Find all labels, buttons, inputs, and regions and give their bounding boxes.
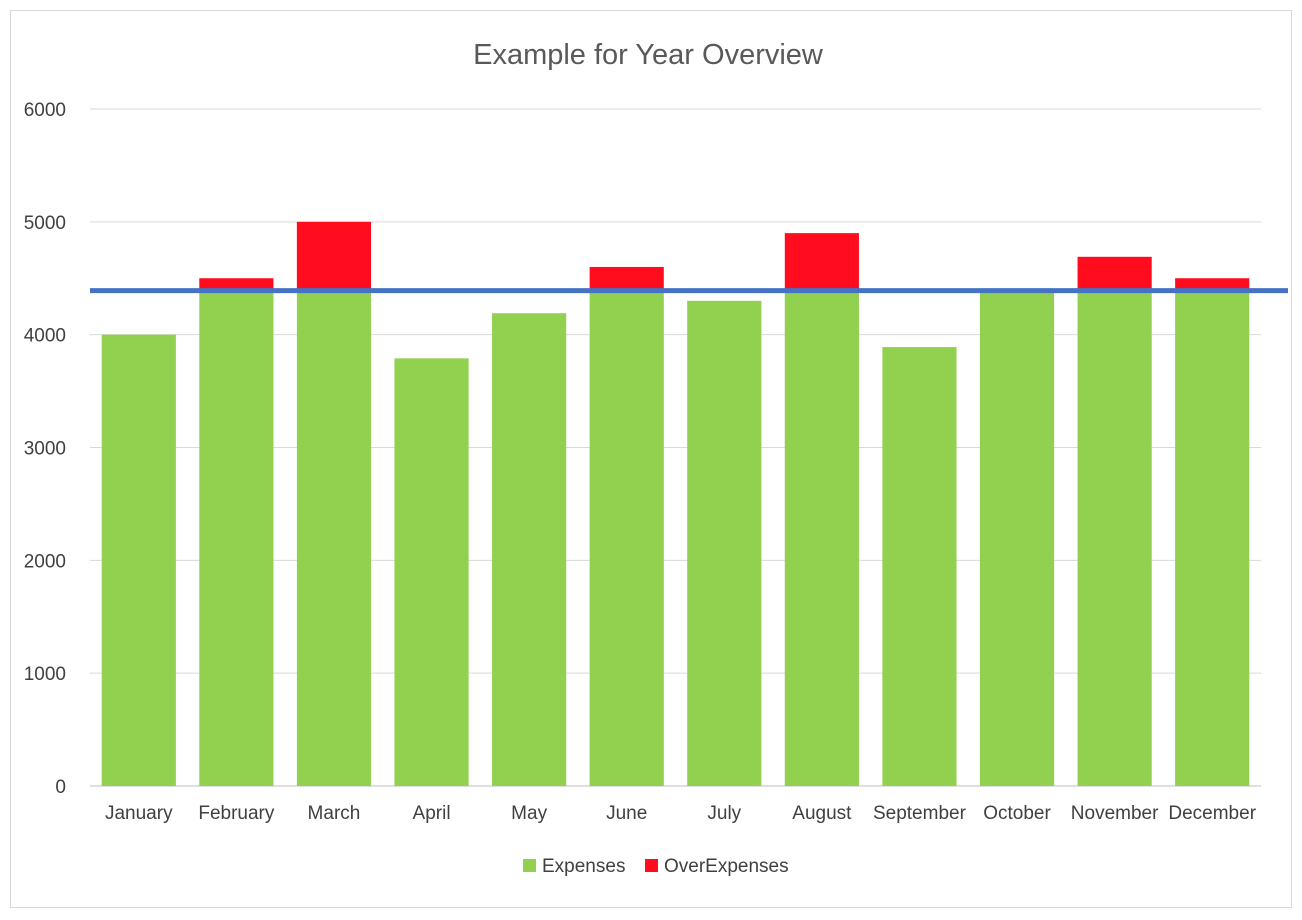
x-tick-label: July xyxy=(707,803,741,824)
x-tick-label: January xyxy=(105,803,173,824)
y-tick-label: 3000 xyxy=(24,439,66,460)
y-tick-label: 4000 xyxy=(24,326,66,347)
legend: Expenses OverExpenses xyxy=(523,856,789,877)
gridlines xyxy=(90,108,1261,787)
x-tick-label: October xyxy=(983,803,1051,824)
x-tick-label: June xyxy=(606,803,647,824)
y-tick-label: 1000 xyxy=(24,664,66,685)
bar-expenses-june xyxy=(589,290,664,786)
bar-expenses-march xyxy=(296,290,372,786)
bar-expenses-september xyxy=(882,347,957,786)
y-tick-label: 0 xyxy=(55,777,66,798)
y-tick-label: 5000 xyxy=(24,213,66,234)
bar-expenses-august xyxy=(784,290,859,786)
bar-expenses-april xyxy=(394,358,469,786)
bar-expenses-november xyxy=(1077,290,1152,786)
bar-overexpenses-august xyxy=(784,233,859,291)
y-tick-label: 2000 xyxy=(24,551,66,572)
x-tick-label: December xyxy=(1168,803,1256,824)
y-axis-tick-labels: 0 1000 2000 3000 4000 5000 6000 xyxy=(24,100,66,798)
x-tick-label: May xyxy=(511,803,547,824)
x-tick-label: September xyxy=(873,803,967,824)
bar-expenses-october xyxy=(979,291,1055,786)
bar-expenses-january xyxy=(101,334,176,786)
bar-overexpenses-june xyxy=(589,266,664,291)
legend-label-overexpenses: OverExpenses xyxy=(664,856,789,877)
bar-expenses-december xyxy=(1175,290,1250,786)
legend-label-expenses: Expenses xyxy=(542,856,625,877)
x-tick-label: February xyxy=(198,803,275,824)
x-tick-label: April xyxy=(413,803,451,824)
bar-overexpenses-november xyxy=(1077,256,1152,291)
bar-expenses-may xyxy=(492,313,567,786)
bar-overexpenses-february xyxy=(199,278,274,291)
x-tick-label: March xyxy=(308,803,361,824)
x-tick-label: August xyxy=(792,803,852,824)
bar-expenses-july xyxy=(687,300,762,786)
x-axis-tick-labels: January February March April May June July Augu… xyxy=(105,803,1257,824)
bar-overexpenses-march xyxy=(296,221,372,291)
chart-title: Example for Year Overview xyxy=(473,39,824,71)
legend-swatch-expenses xyxy=(523,859,536,872)
bars xyxy=(101,221,1250,786)
x-tick-label: November xyxy=(1071,803,1159,824)
legend-swatch-overexpenses xyxy=(645,859,658,872)
y-tick-label: 6000 xyxy=(24,100,66,121)
bar-expenses-february xyxy=(199,290,274,786)
bar-overexpenses-december xyxy=(1175,278,1250,291)
